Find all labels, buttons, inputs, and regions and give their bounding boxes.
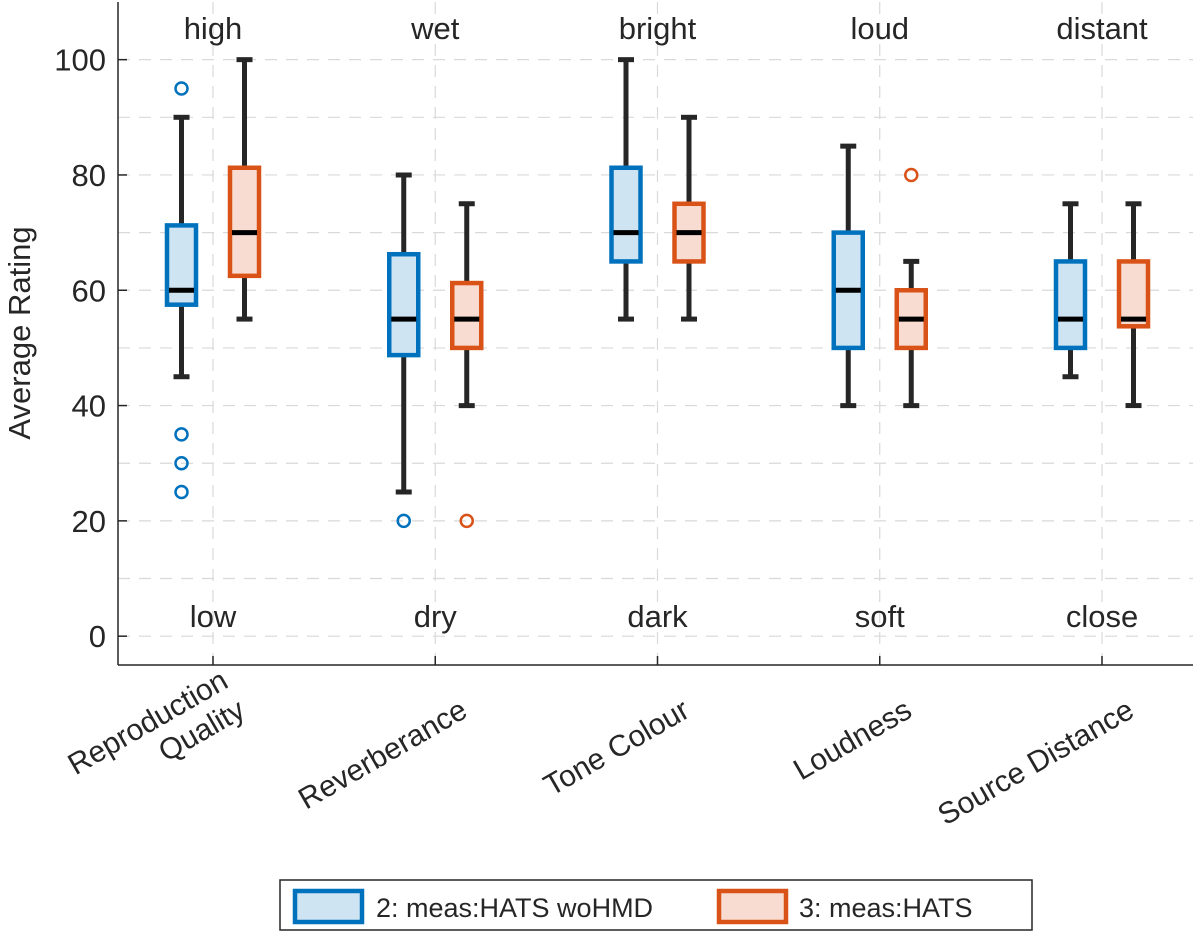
anchor-label-low: dry bbox=[414, 599, 458, 634]
outlier-point bbox=[459, 513, 474, 529]
y-tick-label: 40 bbox=[72, 389, 106, 424]
category-label-line: Source Distance bbox=[932, 693, 1139, 832]
box-iqr bbox=[609, 165, 643, 264]
box-group bbox=[831, 143, 865, 409]
y-tick-label: 20 bbox=[72, 504, 106, 539]
box-group bbox=[609, 57, 643, 322]
y-tick-label: 100 bbox=[54, 43, 106, 78]
grid-lines bbox=[118, 2, 1193, 665]
anchor-label-low: dark bbox=[627, 599, 688, 634]
box-group bbox=[894, 167, 928, 409]
legend-label: 2: meas:HATS woHMD bbox=[376, 893, 653, 923]
box-group bbox=[227, 57, 262, 322]
series-1-boxes bbox=[164, 57, 1088, 529]
legend-swatch bbox=[716, 888, 789, 925]
category-label: Reverberance bbox=[293, 693, 473, 816]
anchor-label-high: distant bbox=[1056, 11, 1148, 46]
y-tick-label: 0 bbox=[89, 619, 106, 654]
category-label-line: Loudness bbox=[788, 693, 917, 787]
outlier-point bbox=[174, 484, 189, 500]
box-group bbox=[1053, 201, 1088, 380]
box-group bbox=[164, 81, 199, 500]
legend-swatch bbox=[292, 888, 365, 925]
box-group bbox=[672, 114, 706, 322]
anchor-label-high: bright bbox=[619, 11, 697, 46]
series-2-boxes bbox=[227, 57, 1151, 529]
anchor-label-low: low bbox=[190, 599, 237, 634]
outlier-point bbox=[174, 427, 189, 442]
legend-item: 3: meas:HATS bbox=[716, 888, 973, 925]
box-iqr bbox=[164, 223, 199, 307]
anchor-label-high: loud bbox=[850, 11, 909, 46]
outlier-point bbox=[174, 455, 189, 471]
anchor-label-low: close bbox=[1066, 599, 1138, 634]
legend-item: 2: meas:HATS woHMD bbox=[292, 888, 653, 925]
outlier-point bbox=[174, 81, 189, 96]
box-series bbox=[164, 57, 1151, 529]
category-label-line: Reverberance bbox=[293, 693, 473, 816]
scale-anchor-labels: high low wet dry bright dark loud soft distant cl… bbox=[184, 11, 1148, 634]
y-axis-ticks: 0 20 40 60 80 100 bbox=[54, 43, 1103, 665]
legend: 2: meas:HATS woHMD 3: meas:HATS bbox=[279, 879, 1033, 931]
category-label-line: Tone Colour bbox=[538, 693, 695, 802]
box-iqr bbox=[227, 165, 262, 279]
y-axis-title: Average Rating bbox=[2, 226, 37, 439]
box-iqr bbox=[1053, 259, 1088, 351]
y-tick-label: 60 bbox=[72, 273, 106, 308]
box-iqr bbox=[387, 251, 421, 358]
box-group bbox=[1116, 201, 1151, 409]
anchor-label-high: wet bbox=[410, 11, 460, 46]
legend-frame bbox=[279, 879, 1033, 931]
box-group bbox=[387, 172, 421, 529]
y-tick-label: 80 bbox=[72, 158, 106, 193]
category-label: Tone Colour bbox=[538, 693, 695, 802]
box-iqr bbox=[1116, 259, 1151, 329]
anchor-label-low: soft bbox=[855, 599, 905, 634]
box-group bbox=[450, 201, 484, 529]
anchor-label-high: high bbox=[184, 11, 243, 46]
box-iqr bbox=[450, 280, 484, 351]
category-label: Source Distance bbox=[932, 693, 1139, 832]
legend-label: 3: meas:HATS bbox=[799, 893, 973, 923]
category-label: Loudness bbox=[788, 693, 917, 787]
outlier-point bbox=[904, 167, 919, 183]
outlier-point bbox=[396, 513, 411, 529]
